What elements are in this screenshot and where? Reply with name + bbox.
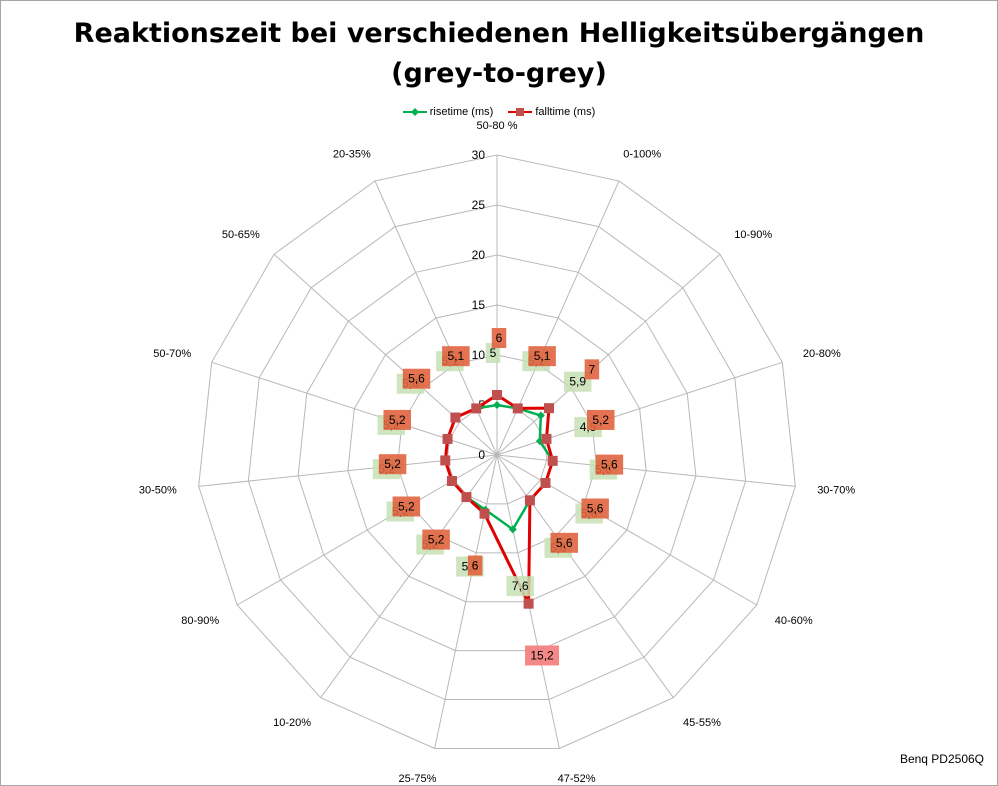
falltime-data-label: 6 (496, 331, 503, 345)
grid-spoke (496, 253, 721, 456)
falltime-point (471, 403, 482, 414)
legend-item-falltime: falltime (ms) (508, 106, 595, 118)
grid-ring (297, 254, 697, 652)
falltime-data-label: 5,1 (448, 349, 465, 363)
r-tick-label: 10 (472, 348, 486, 362)
category-label: 30-70% (817, 484, 855, 496)
falltime-point (450, 412, 461, 423)
falltime-point (547, 455, 558, 466)
category-label: 25-75% (398, 773, 436, 785)
falltime-point (523, 598, 534, 609)
category-label: 50-65% (222, 229, 260, 241)
falltime-label-box (378, 454, 407, 475)
risetime-label-box (563, 371, 592, 392)
falltime-data-label: 5,6 (587, 502, 604, 516)
risetime-data-label: 5 (490, 346, 497, 360)
r-tick-label: 25 (472, 198, 486, 212)
falltime-label-box (528, 346, 556, 367)
category-label: 20-80% (803, 348, 841, 360)
falltime-point (541, 433, 552, 444)
legend: risetime (ms) falltime (ms) (0, 106, 998, 120)
r-tick-label: 20 (472, 248, 486, 262)
falltime-label-box (581, 498, 609, 519)
category-label: 10-20% (273, 717, 311, 729)
falltime-data-label: 5,6 (408, 372, 425, 386)
r-tick-label: 30 (472, 148, 486, 162)
grid-ring (198, 154, 796, 749)
falltime-label-box (525, 645, 560, 666)
falltime-label-box (402, 368, 431, 389)
falltime-data-label: 6 (472, 558, 479, 572)
falltime-data-label: 15,2 (530, 648, 554, 662)
falltime-point (461, 492, 472, 503)
legend-label-risetime: risetime (ms) (429, 106, 494, 118)
category-label: 50-80 % (477, 120, 518, 132)
falltime-data-label: 5,2 (384, 457, 401, 471)
falltime-label-box (491, 328, 507, 348)
falltime-data-label: 5,6 (556, 536, 573, 550)
falltime-data-label: 5,1 (534, 349, 551, 363)
falltime-point (440, 455, 451, 466)
falltime-label-box (550, 532, 578, 553)
falltime-point (540, 478, 551, 488)
series-line (443, 393, 555, 605)
falltime-label-box (383, 409, 411, 430)
falltime-point (512, 403, 523, 414)
falltime-data-label: 5,2 (428, 533, 445, 547)
grid-spoke (236, 454, 498, 606)
falltime-point (479, 508, 490, 519)
grid-spoke (496, 454, 796, 487)
category-label: 10-90% (734, 229, 772, 241)
grid-ring (247, 204, 747, 701)
falltime-point (446, 476, 457, 486)
falltime-data-label: 5,6 (601, 458, 618, 472)
falltime-data-label: 5,2 (389, 413, 406, 427)
footer-label: Benq PD2506Q (899, 752, 984, 766)
risetime-point (493, 401, 501, 409)
risetime-data-label: 5,9 (569, 375, 586, 389)
risetime-point (508, 525, 517, 534)
category-label: 20-35% (333, 149, 371, 161)
legend-marker-risetime (402, 108, 427, 116)
falltime-data-label: 7 (589, 362, 596, 376)
category-label: 0-100% (623, 149, 661, 161)
chart-title-line1: Reaktionszeit bei verschiedenen Helligke… (73, 18, 925, 49)
legend-marker-falltime (508, 108, 533, 116)
risetime-data-label: 7,6 (512, 579, 529, 593)
category-label: 30-50% (139, 484, 177, 496)
r-tick-label: 0 (478, 448, 485, 462)
falltime-label-box (442, 346, 470, 367)
category-label: 47-52% (558, 773, 596, 785)
grid-ring (347, 304, 647, 603)
falltime-label-box (422, 529, 450, 550)
legend-label-falltime: falltime (ms) (535, 106, 596, 118)
series-line (444, 403, 555, 532)
risetime-label-box (506, 576, 534, 597)
falltime-label-box (467, 555, 483, 576)
falltime-point (492, 390, 502, 400)
falltime-label-box (595, 454, 624, 475)
category-label: 45-55% (683, 717, 721, 729)
grid-spoke (496, 454, 758, 606)
legend-item-risetime: risetime (ms) (402, 106, 494, 118)
grid-spoke (211, 361, 498, 456)
falltime-data-label: 5,2 (398, 500, 415, 514)
falltime-data-label: 5,2 (592, 413, 609, 427)
falltime-point (442, 433, 453, 444)
grid-spoke (434, 454, 498, 749)
category-label: 80-90% (181, 615, 219, 627)
category-label: 40-60% (775, 615, 813, 627)
chart-title: Reaktionszeit bei verschiedenen Helligke… (0, 14, 998, 94)
falltime-label-box (584, 359, 600, 380)
falltime-point (544, 403, 555, 414)
chart-title-line2: (grey-to-grey) (391, 58, 607, 89)
falltime-label-box (587, 409, 615, 430)
falltime-label-box (392, 496, 421, 517)
risetime-point (536, 411, 545, 420)
category-label: 50-70% (153, 348, 191, 360)
falltime-point (524, 495, 535, 506)
grid-ring (397, 354, 597, 554)
r-tick-label: 15 (472, 298, 486, 312)
